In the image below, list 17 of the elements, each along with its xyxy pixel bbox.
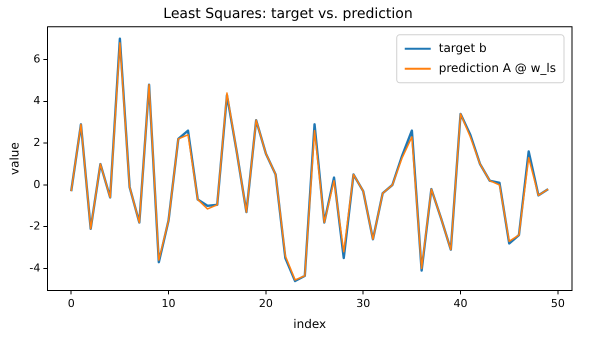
x-tick-label: 40 — [454, 296, 468, 310]
y-tick-label: 4 — [33, 94, 40, 108]
y-tick-label: -2 — [29, 220, 40, 233]
x-tick-label: 10 — [162, 296, 176, 310]
y-tick-label: 2 — [33, 136, 40, 150]
legend-label: prediction A @ w_ls — [438, 60, 556, 75]
x-tick-label: 50 — [550, 296, 565, 310]
y-axis-title: value — [7, 142, 22, 175]
y-tick-label: -4 — [29, 261, 40, 274]
x-tick-label: 0 — [68, 296, 75, 310]
y-tick-label: 0 — [33, 178, 40, 191]
x-axis-title: index — [293, 316, 326, 331]
x-tick-label: 20 — [258, 296, 273, 310]
x-tick-label: 30 — [356, 296, 370, 310]
y-tick-label: 6 — [33, 52, 40, 66]
legend-label: target b — [438, 40, 487, 55]
chart-title: Least Squares: target vs. prediction — [163, 6, 413, 22]
